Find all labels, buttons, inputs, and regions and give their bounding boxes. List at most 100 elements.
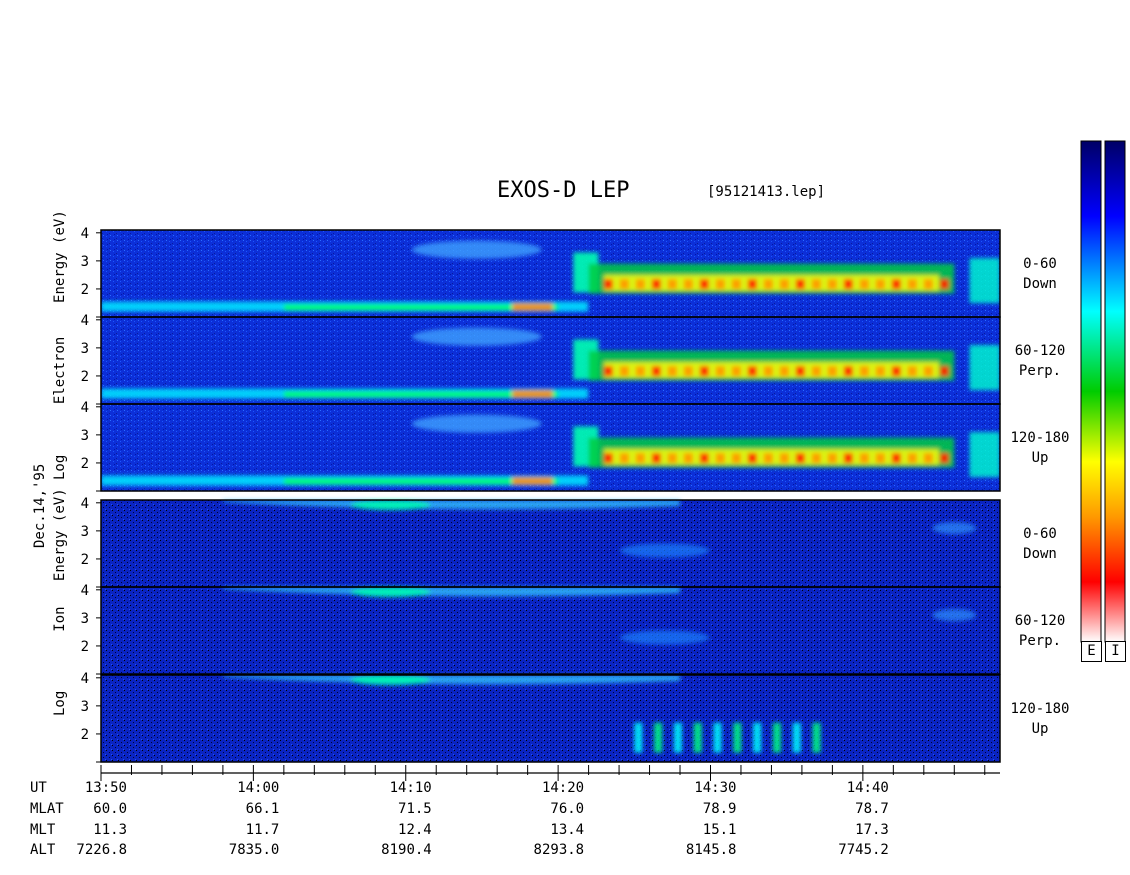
diffuse-blob bbox=[411, 327, 542, 346]
ion-high-energy-band bbox=[222, 675, 681, 685]
ion-diffuse bbox=[619, 543, 710, 558]
pitch-angle-label: 120-180 Up bbox=[1001, 428, 1079, 468]
auroral-spot bbox=[907, 279, 917, 290]
auroral-spot bbox=[635, 453, 645, 464]
date-label: Dec.14,'95 bbox=[32, 463, 48, 548]
y-tick-label: 4 bbox=[81, 496, 89, 512]
auroral-spot bbox=[859, 279, 869, 290]
low-energy-band-core bbox=[283, 304, 559, 311]
ion-ylabel: Log Ion Energy (eV) bbox=[52, 488, 68, 716]
y-tick-label: 2 bbox=[81, 282, 89, 298]
ion-burst bbox=[812, 722, 821, 753]
orbit-row-label: UT bbox=[30, 780, 47, 796]
orbit-value-ut: 14:10 bbox=[389, 780, 432, 796]
auroral-spot bbox=[779, 366, 789, 377]
pitch-angle-range: 60-120 bbox=[1014, 613, 1066, 629]
low-energy-peak bbox=[512, 389, 553, 398]
ion-burst bbox=[713, 722, 722, 753]
ion-burst bbox=[772, 722, 781, 753]
auroral-spot bbox=[603, 453, 613, 464]
ion-burst bbox=[693, 722, 702, 753]
auroral-spot bbox=[891, 366, 901, 377]
auroral-spot bbox=[811, 366, 821, 377]
auroral-spot bbox=[667, 453, 677, 464]
low-energy-peak bbox=[512, 476, 553, 485]
y-tick-label: 2 bbox=[81, 456, 89, 472]
auroral-spot bbox=[763, 453, 773, 464]
orbit-value-mlat: 66.1 bbox=[245, 801, 280, 817]
orbit-value-mlt: 12.4 bbox=[398, 822, 432, 838]
auroral-spot bbox=[619, 453, 629, 464]
auroral-spot bbox=[923, 279, 933, 290]
auroral-spot bbox=[907, 453, 917, 464]
auroral-spot bbox=[827, 453, 837, 464]
panel-frame bbox=[100, 586, 1001, 675]
orbit-value-mlt: 17.3 bbox=[855, 822, 889, 838]
pitch-angle-label: 0-60 Down bbox=[1001, 254, 1079, 294]
auroral-spot bbox=[747, 366, 757, 377]
auroral-spot bbox=[683, 279, 693, 290]
ion-burst bbox=[673, 722, 682, 753]
edge-feature bbox=[969, 258, 1000, 304]
auroral-spot bbox=[875, 366, 885, 377]
pitch-angle-direction: Down bbox=[1023, 276, 1057, 292]
ion-peak bbox=[350, 500, 431, 510]
panel-features bbox=[222, 675, 821, 753]
auroral-spot bbox=[843, 279, 853, 290]
ion-burst bbox=[634, 722, 643, 753]
low-energy-band-core bbox=[283, 478, 559, 485]
panel-frame bbox=[100, 674, 1001, 763]
ion-high-energy-band bbox=[222, 587, 681, 597]
orbit-value-mlat: 78.9 bbox=[702, 801, 737, 817]
pitch-angle-range: 120-180 bbox=[1010, 701, 1070, 717]
ion-burst bbox=[792, 722, 801, 753]
panel-frame bbox=[100, 403, 1001, 492]
panel-background bbox=[101, 587, 1000, 674]
orbit-value-ut: 13:50 bbox=[84, 780, 127, 796]
auroral-spot bbox=[875, 453, 885, 464]
pitch-angle-direction: Perp. bbox=[1018, 633, 1062, 649]
orbit-value-alt: 8145.8 bbox=[685, 842, 737, 858]
auroral-spot bbox=[779, 453, 789, 464]
orbit-value-ut: 14:20 bbox=[541, 780, 585, 796]
pitch-angle-direction: Up bbox=[1031, 450, 1049, 466]
y-tick-label: 3 bbox=[81, 254, 89, 270]
auroral-spot bbox=[715, 366, 725, 377]
orbit-value-ut: 14:00 bbox=[237, 780, 280, 796]
ion-peak bbox=[350, 587, 431, 597]
panel-features bbox=[222, 587, 977, 645]
ion-peak bbox=[350, 675, 431, 685]
orbit-value-mlat: 60.0 bbox=[93, 801, 127, 817]
auroral-spot bbox=[683, 366, 693, 377]
auroral-spot bbox=[715, 279, 725, 290]
auroral-spot bbox=[619, 279, 629, 290]
orbit-value-mlt: 15.1 bbox=[702, 822, 737, 838]
auroral-spot bbox=[843, 453, 853, 464]
ion-diffuse-edge bbox=[932, 609, 977, 622]
orbit-value-alt: 7745.2 bbox=[838, 842, 889, 858]
auroral-spot bbox=[843, 366, 853, 377]
panel-background bbox=[101, 675, 1000, 762]
ion-colorbar-label: I bbox=[1105, 641, 1126, 662]
ion-diffuse bbox=[619, 630, 710, 645]
ion-burst bbox=[733, 722, 742, 753]
electron-ylabel: Log Electron Energy (eV) bbox=[52, 210, 68, 480]
electron-colorbar bbox=[1080, 140, 1102, 643]
auroral-spot bbox=[747, 453, 757, 464]
y-tick-label: 2 bbox=[81, 369, 89, 385]
ion-burst bbox=[753, 722, 762, 753]
y-tick-label: 4 bbox=[81, 400, 89, 416]
auroral-spot bbox=[699, 453, 709, 464]
pitch-angle-direction: Perp. bbox=[1018, 363, 1062, 379]
orbit-value-ut: 14:30 bbox=[694, 780, 737, 796]
auroral-spot bbox=[795, 453, 805, 464]
auroral-spot bbox=[635, 279, 645, 290]
auroral-spot bbox=[603, 279, 613, 290]
orbit-row-label: MLAT bbox=[30, 801, 64, 817]
auroral-spot bbox=[651, 453, 661, 464]
auroral-spot bbox=[939, 453, 949, 464]
orbit-value-mlt: 11.7 bbox=[245, 822, 280, 838]
y-tick-label: 3 bbox=[81, 428, 89, 444]
pitch-angle-direction: Down bbox=[1023, 546, 1057, 562]
